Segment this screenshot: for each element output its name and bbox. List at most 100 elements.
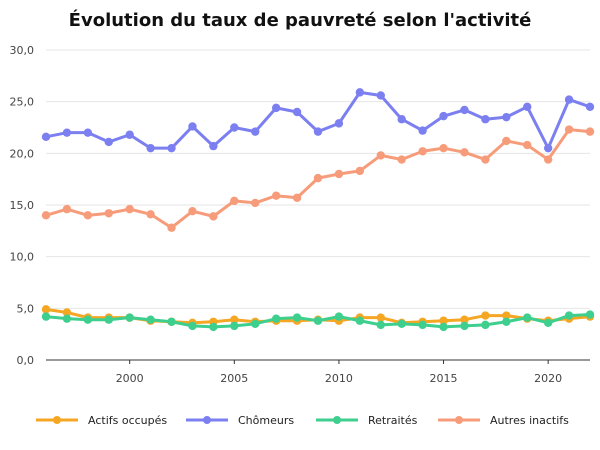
data-point[interactable] xyxy=(439,316,448,325)
data-point[interactable] xyxy=(230,196,239,206)
data-point[interactable] xyxy=(146,210,155,219)
data-point[interactable] xyxy=(104,209,113,218)
data-point[interactable] xyxy=(41,312,51,321)
data-point[interactable] xyxy=(502,112,511,122)
data-point[interactable] xyxy=(481,115,490,124)
data-point[interactable] xyxy=(188,122,197,131)
data-point[interactable] xyxy=(502,136,511,146)
data-point[interactable] xyxy=(209,141,218,151)
data-point[interactable] xyxy=(62,204,72,214)
data-point[interactable] xyxy=(543,143,553,153)
legend-item[interactable]: Autres inactifs xyxy=(438,414,569,427)
data-point[interactable] xyxy=(292,107,302,117)
data-point[interactable] xyxy=(146,315,155,324)
data-point[interactable] xyxy=(564,311,574,320)
data-point[interactable] xyxy=(585,127,595,136)
data-point[interactable] xyxy=(292,313,302,322)
data-point[interactable] xyxy=(104,315,113,324)
data-point[interactable] xyxy=(564,95,574,104)
legend-item[interactable]: Chômeurs xyxy=(186,414,294,427)
data-point[interactable] xyxy=(460,105,469,115)
data-point[interactable] xyxy=(125,313,134,322)
data-point[interactable] xyxy=(564,125,574,134)
data-point[interactable] xyxy=(481,311,490,320)
data-point[interactable] xyxy=(83,315,93,324)
data-point[interactable] xyxy=(418,320,427,330)
data-point[interactable] xyxy=(439,322,448,332)
data-point[interactable] xyxy=(376,91,385,100)
data-point[interactable] xyxy=(188,321,197,331)
data-point[interactable] xyxy=(543,318,553,327)
data-point[interactable] xyxy=(397,115,406,124)
data-point[interactable] xyxy=(585,102,595,112)
data-point[interactable] xyxy=(62,308,72,317)
data-point[interactable] xyxy=(585,310,595,319)
data-point[interactable] xyxy=(209,322,218,332)
data-point[interactable] xyxy=(334,312,344,321)
data-point[interactable] xyxy=(523,102,532,112)
data-point[interactable] xyxy=(502,317,511,326)
x-tick-label: 2020 xyxy=(534,372,562,385)
data-point[interactable] xyxy=(313,173,323,183)
data-point[interactable] xyxy=(397,155,406,164)
data-point[interactable] xyxy=(251,127,260,136)
legend-swatch-marker xyxy=(53,416,61,424)
data-point[interactable] xyxy=(543,155,553,164)
data-point[interactable] xyxy=(355,166,365,176)
data-point[interactable] xyxy=(439,111,448,121)
data-point[interactable] xyxy=(62,128,72,137)
data-point[interactable] xyxy=(230,315,239,324)
data-point[interactable] xyxy=(460,148,469,157)
legend-item[interactable]: Actifs occupés xyxy=(36,414,167,427)
data-point[interactable] xyxy=(230,321,239,331)
data-point[interactable] xyxy=(83,128,93,137)
data-point[interactable] xyxy=(271,191,281,200)
data-point[interactable] xyxy=(125,204,134,214)
data-point[interactable] xyxy=(167,223,176,232)
data-point[interactable] xyxy=(62,314,72,323)
data-point[interactable] xyxy=(418,126,427,135)
data-point[interactable] xyxy=(167,317,176,326)
data-point[interactable] xyxy=(481,320,490,330)
data-point[interactable] xyxy=(439,143,448,153)
data-point[interactable] xyxy=(397,319,406,329)
data-point[interactable] xyxy=(41,305,51,314)
data-point[interactable] xyxy=(313,316,323,325)
data-point[interactable] xyxy=(460,315,469,324)
data-point[interactable] xyxy=(355,316,365,325)
data-point[interactable] xyxy=(41,211,51,220)
data-point[interactable] xyxy=(460,321,469,331)
data-point[interactable] xyxy=(376,151,385,160)
data-point[interactable] xyxy=(41,132,51,141)
data-point[interactable] xyxy=(230,123,239,132)
series-group xyxy=(41,88,595,332)
data-point[interactable] xyxy=(271,103,281,113)
data-point[interactable] xyxy=(292,193,302,202)
legend-label: Chômeurs xyxy=(238,414,294,427)
data-point[interactable] xyxy=(83,211,93,220)
data-point[interactable] xyxy=(104,137,113,147)
data-point[interactable] xyxy=(188,207,197,216)
data-point[interactable] xyxy=(313,127,323,136)
y-tick-label: 10,0 xyxy=(10,251,35,264)
data-point[interactable] xyxy=(418,147,427,156)
data-point[interactable] xyxy=(167,143,176,153)
data-point[interactable] xyxy=(209,212,218,221)
legend-label: Retraités xyxy=(368,414,418,427)
data-point[interactable] xyxy=(251,319,260,329)
data-point[interactable] xyxy=(481,155,490,164)
data-point[interactable] xyxy=(523,140,532,150)
data-point[interactable] xyxy=(523,313,532,322)
data-point[interactable] xyxy=(251,198,260,208)
data-point[interactable] xyxy=(271,314,281,323)
data-point[interactable] xyxy=(355,88,365,97)
data-point[interactable] xyxy=(334,169,344,179)
data-point[interactable] xyxy=(125,130,134,139)
data-point[interactable] xyxy=(376,320,385,330)
legend-item[interactable]: Retraités xyxy=(316,414,418,427)
data-point[interactable] xyxy=(376,313,385,322)
data-point[interactable] xyxy=(146,143,155,153)
data-point[interactable] xyxy=(334,119,344,128)
data-point[interactable] xyxy=(502,311,511,320)
